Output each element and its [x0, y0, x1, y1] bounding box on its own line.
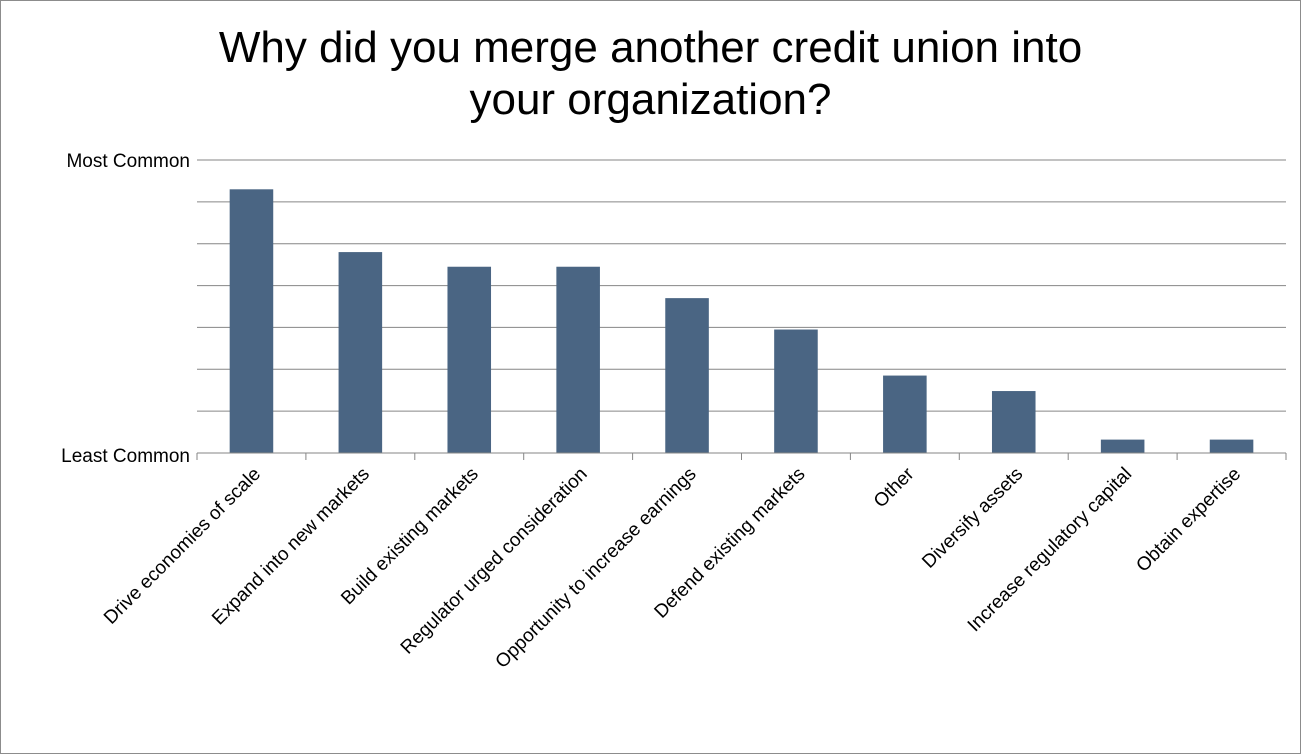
- bar: [665, 298, 709, 453]
- bar: [338, 252, 383, 453]
- x-axis: [196, 452, 1287, 460]
- chart-title-line-1: Why did you merge another credit union i…: [218, 23, 1083, 72]
- y-axis-labels: Most Common Least Common: [61, 151, 190, 467]
- bar: [447, 266, 492, 453]
- bar: [556, 266, 600, 453]
- y-tick-label-most-common: Most Common: [66, 151, 190, 172]
- x-tick-label: Diversify assets: [918, 464, 1027, 573]
- bars: [229, 189, 1254, 454]
- x-tick-label: Opportunity to increase earnings: [492, 464, 701, 673]
- x-tick-label: Regulator urged consideration: [397, 464, 592, 659]
- bar: [229, 189, 274, 454]
- bar: [1209, 439, 1254, 453]
- y-tick-label-least-common: Least Common: [61, 446, 190, 467]
- bar: [883, 375, 927, 453]
- x-tick-label: Other: [870, 463, 919, 512]
- bar: [774, 329, 818, 453]
- chart-title-line-2: your organization?: [469, 75, 832, 124]
- bar: [1100, 439, 1145, 453]
- bar: [991, 391, 1036, 453]
- x-tick-label: Obtain expertise: [1132, 464, 1245, 577]
- chart-title: Why did you merge another credit union i…: [0, 22, 1301, 126]
